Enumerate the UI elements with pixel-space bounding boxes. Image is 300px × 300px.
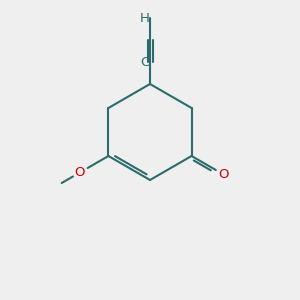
Text: H: H (140, 11, 150, 25)
Text: C: C (140, 56, 150, 68)
Text: O: O (75, 166, 85, 179)
Text: O: O (218, 168, 229, 181)
